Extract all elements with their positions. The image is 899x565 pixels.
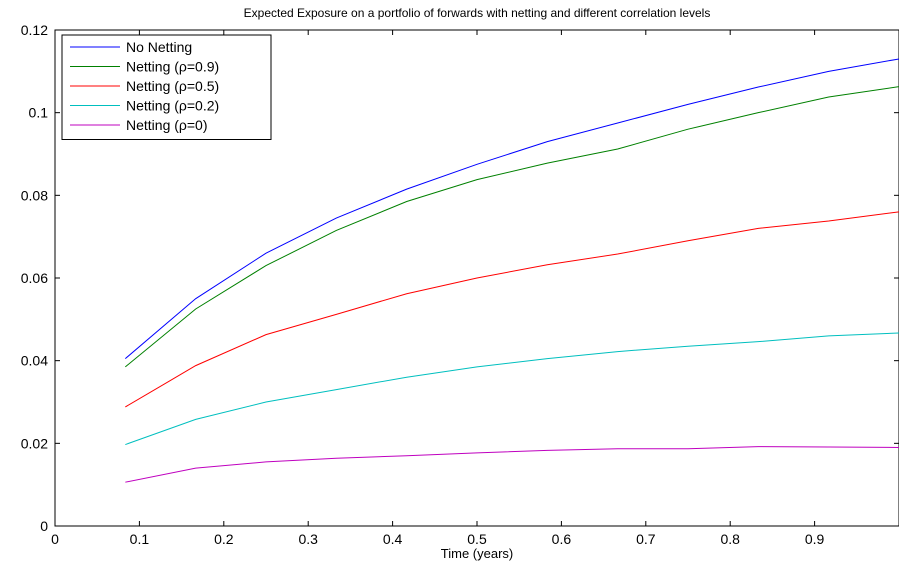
x-tick-label: 0.1 — [130, 531, 150, 547]
series-line-4 — [125, 446, 899, 483]
legend-label: Netting (ρ=0.9) — [126, 59, 219, 75]
x-tick-label: 0.7 — [636, 531, 656, 547]
x-axis: 0 0.1 0.2 0.3 0.4 0.5 0.6 0.7 0.8 0.9 — [51, 30, 825, 547]
series-lines — [124, 58, 899, 483]
y-tick-label: 0.04 — [21, 353, 48, 369]
x-tick-label: 0.5 — [467, 531, 487, 547]
y-tick-label: 0 — [40, 518, 48, 534]
legend-label: No Netting — [126, 39, 192, 55]
y-tick-label: 0.06 — [21, 270, 48, 286]
series-line-2 — [125, 211, 899, 408]
series-line-0 — [124, 58, 899, 359]
legend: No Netting Netting (ρ=0.9) Netting (ρ=0.5)… — [61, 34, 272, 140]
chart-title: Expected Exposure on a portfolio of forw… — [244, 6, 711, 20]
x-tick-label: 0.4 — [383, 531, 403, 547]
legend-label: Netting (ρ=0.2) — [126, 98, 219, 114]
x-tick-label: 0.8 — [720, 531, 740, 547]
y-tick-label: 0.1 — [29, 105, 49, 121]
y-tick-label: 0.08 — [21, 187, 48, 203]
y-tick-label: 0.12 — [21, 22, 48, 38]
x-axis-label: Time (years) — [441, 546, 513, 561]
y-axis: 0 0.02 0.04 0.06 0.08 0.1 0.12 — [21, 22, 899, 534]
y-tick-label: 0.02 — [21, 435, 48, 451]
x-tick-label: 0.9 — [805, 531, 825, 547]
series-line-1 — [124, 86, 899, 368]
x-tick-label: 0.6 — [552, 531, 572, 547]
x-tick-label: 0.2 — [214, 531, 234, 547]
series-line-3 — [125, 332, 899, 446]
x-tick-label: 0.3 — [298, 531, 318, 547]
x-tick-label: 0 — [51, 531, 59, 547]
legend-box — [61, 34, 272, 140]
legend-label: Netting (ρ=0.5) — [126, 78, 219, 94]
legend-label: Netting (ρ=0) — [126, 117, 208, 133]
